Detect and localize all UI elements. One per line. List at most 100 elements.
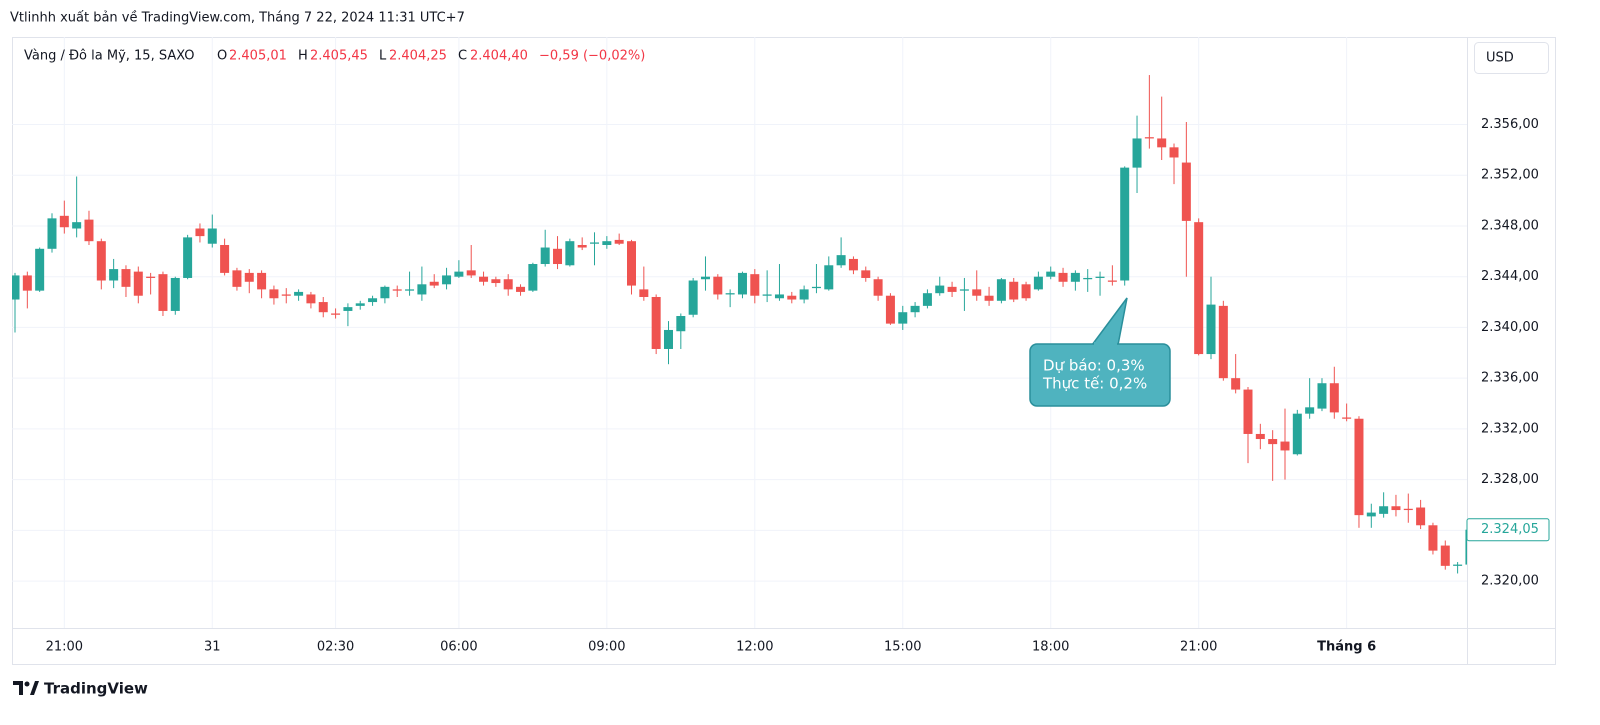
- candle-body: [947, 286, 957, 292]
- candle-body: [368, 298, 378, 303]
- candle-body: [861, 270, 871, 278]
- candle-body: [392, 289, 402, 291]
- x-tick-label: 18:00: [1032, 640, 1069, 655]
- candle-body: [676, 316, 686, 332]
- candle-body: [1095, 276, 1105, 278]
- candle-body: [688, 280, 698, 315]
- candle-body: [663, 329, 673, 349]
- candle-body: [1255, 433, 1265, 440]
- candle-body: [774, 294, 784, 299]
- footer-brand: TradingView: [44, 680, 148, 698]
- candle-body: [1058, 272, 1068, 282]
- candle-body: [1379, 506, 1389, 514]
- candle-body: [1132, 138, 1142, 168]
- candle-body: [1440, 545, 1450, 566]
- candle-body: [799, 289, 809, 300]
- candle-body: [651, 296, 661, 349]
- candle-body: [516, 286, 526, 292]
- candle-body: [590, 242, 600, 244]
- candle-body: [1046, 271, 1056, 277]
- candle-body: [405, 289, 415, 291]
- last-price-label: 2.324,05: [1481, 522, 1539, 537]
- candle-body: [639, 289, 649, 297]
- callout-joint: [1094, 342, 1117, 347]
- y-tick-label: 2.352,00: [1481, 168, 1539, 183]
- candle-body: [442, 275, 452, 285]
- x-tick-label: 21:00: [1180, 640, 1217, 655]
- candle-body: [1366, 512, 1376, 517]
- candle-body: [244, 272, 254, 282]
- candle-body: [1169, 147, 1179, 158]
- candle-body: [183, 237, 193, 278]
- candle-body: [12, 275, 20, 300]
- candle-body: [1070, 272, 1080, 282]
- candle-body: [1218, 305, 1228, 379]
- candle-body: [1342, 417, 1352, 419]
- legend-l-value: 2.404,25: [389, 49, 447, 64]
- footer-logo: [13, 681, 39, 695]
- candle-body: [553, 248, 563, 265]
- currency-label[interactable]: USD: [1486, 51, 1514, 66]
- candle-body: [910, 305, 920, 313]
- candle-body: [898, 312, 908, 324]
- candle-body: [343, 307, 353, 311]
- candle-body: [269, 289, 279, 299]
- candle-body: [1391, 506, 1401, 511]
- candle-body: [787, 295, 797, 300]
- candle-body: [762, 294, 772, 296]
- legend-o-label: O: [217, 49, 227, 64]
- candle-body: [1403, 508, 1413, 511]
- chart-frame: [12, 37, 1556, 665]
- legend-o-value: 2.405,01: [229, 49, 287, 64]
- candle-body: [750, 274, 760, 296]
- x-tick-label: 15:00: [884, 640, 921, 655]
- candle-body: [503, 279, 513, 290]
- candle-body: [700, 276, 710, 280]
- candle-body: [1465, 529, 1467, 565]
- candle-body: [1329, 383, 1339, 413]
- legend-c-value: 2.404,40: [470, 49, 528, 64]
- legend-c-label: C: [458, 49, 467, 64]
- candle-body: [713, 276, 723, 295]
- y-tick-label: 2.320,00: [1481, 574, 1539, 589]
- legend-change: −0,59 (−0,02%): [539, 49, 645, 64]
- candle-body: [479, 276, 489, 282]
- y-tick-label: 2.336,00: [1481, 371, 1539, 386]
- candle-body: [355, 303, 365, 306]
- candle-body: [922, 293, 932, 306]
- candle-body: [220, 244, 230, 273]
- candle-body: [158, 274, 168, 311]
- callout-line: Thực tế: 0,2%: [1042, 375, 1147, 393]
- candle-body: [1354, 418, 1364, 516]
- candle-body: [577, 244, 587, 248]
- candles: [12, 75, 1467, 574]
- candle-body: [466, 270, 476, 276]
- candle-body: [306, 294, 316, 304]
- candle-body: [318, 302, 328, 313]
- x-tick-label: 06:00: [440, 640, 477, 655]
- grid: [12, 37, 1467, 628]
- currency-button[interactable]: [1474, 42, 1549, 74]
- candle-body: [207, 228, 217, 244]
- candle-body: [959, 289, 969, 291]
- candle-body: [996, 279, 1006, 301]
- candle-body: [1280, 441, 1290, 451]
- candle-body: [47, 218, 57, 249]
- candle-body: [1305, 407, 1315, 414]
- candle-body: [417, 284, 427, 295]
- header-text: Vtlinhh xuất bản về TradingView.com, Thá…: [10, 11, 465, 26]
- candle-body: [195, 228, 205, 237]
- last-price-tag: [1466, 518, 1550, 542]
- candle-body: [1021, 284, 1031, 299]
- candle-body: [1157, 138, 1167, 148]
- candle-body: [811, 286, 821, 289]
- candle-body: [725, 293, 735, 295]
- candle-body: [281, 294, 291, 296]
- candle-body: [1206, 304, 1216, 355]
- candle-body: [1144, 137, 1154, 139]
- candle-body: [1416, 507, 1426, 526]
- candle-body: [454, 271, 464, 277]
- candle-body: [380, 286, 390, 299]
- callout-line: Dự báo: 0,3%: [1043, 357, 1145, 375]
